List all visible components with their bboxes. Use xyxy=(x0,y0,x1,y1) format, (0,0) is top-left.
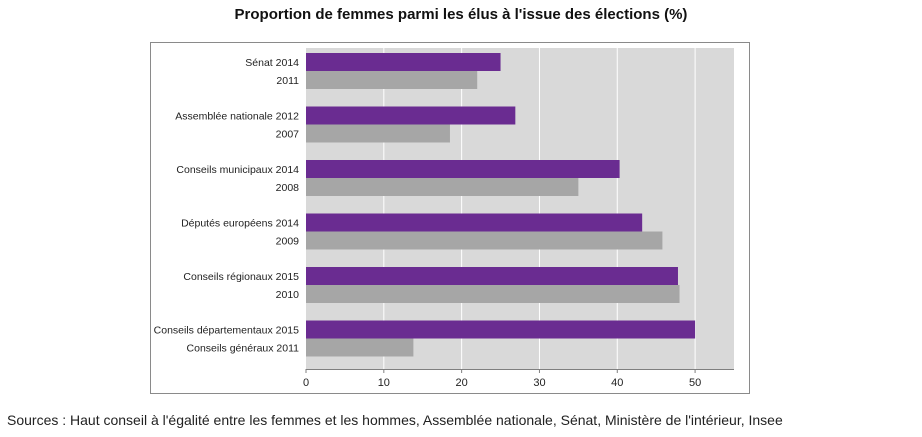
bar xyxy=(306,160,620,178)
plot-area xyxy=(306,48,734,369)
x-tick-label: 10 xyxy=(378,377,390,389)
chart-title: Proportion de femmes parmi les élus à l'… xyxy=(234,6,688,23)
category-label: Assemblée nationale 2012 xyxy=(175,111,299,123)
x-tick-label: 40 xyxy=(611,377,623,389)
bar xyxy=(306,178,579,196)
category-label: Conseils municipaux 2014 xyxy=(176,164,299,176)
x-tick-label: 0 xyxy=(303,377,309,389)
bar xyxy=(306,285,680,303)
x-tick-label: 50 xyxy=(689,377,701,389)
category-label: 2008 xyxy=(276,182,300,194)
bar xyxy=(306,124,450,143)
category-label: 2011 xyxy=(276,75,299,87)
category-label: 2007 xyxy=(276,129,300,141)
bar xyxy=(306,106,516,125)
source-note: Sources : Haut conseil à l'égalité entre… xyxy=(7,412,783,428)
bar xyxy=(306,267,678,285)
bar xyxy=(306,53,501,71)
category-label: Conseils régionaux 2015 xyxy=(183,271,299,283)
bar xyxy=(306,71,478,89)
category-label: Conseils départementaux 2015 xyxy=(154,325,300,337)
bar xyxy=(306,213,643,232)
category-label: Députés européens 2014 xyxy=(181,218,299,230)
bar xyxy=(306,231,663,250)
category-label: Conseils généraux 2011 xyxy=(187,343,300,355)
category-label: Sénat 2014 xyxy=(245,57,299,69)
category-label: 2009 xyxy=(276,236,300,248)
x-tick-label: 20 xyxy=(456,377,468,389)
x-tick-label: 30 xyxy=(533,377,545,389)
bar xyxy=(306,338,414,357)
category-label: 2010 xyxy=(276,289,300,301)
bar xyxy=(306,320,696,339)
